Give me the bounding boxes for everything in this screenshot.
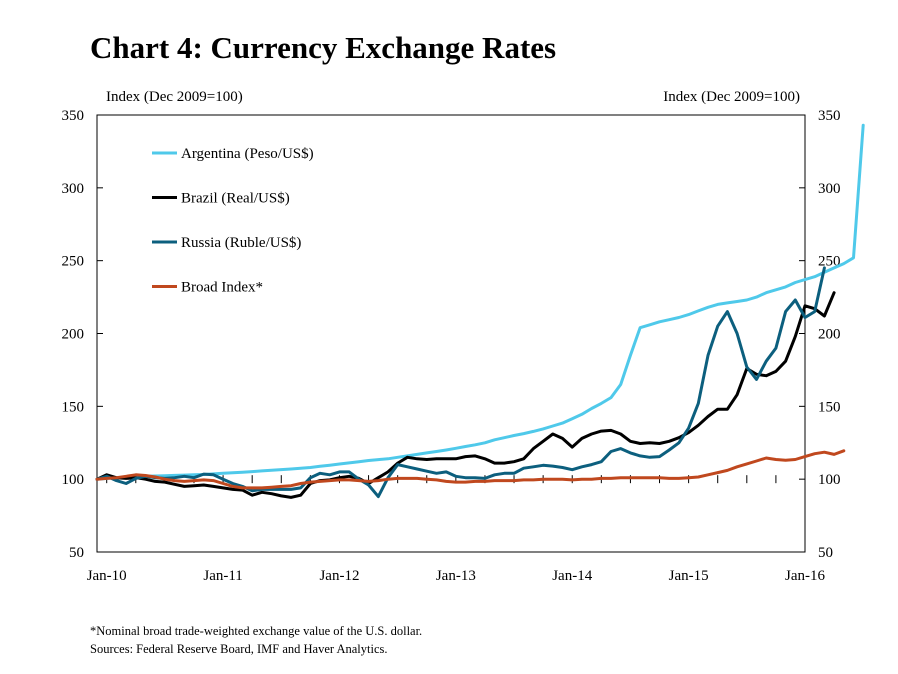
left-axis-unit-label: Index (Dec 2009=100) (106, 89, 243, 105)
x-tick-label: Jan-10 (87, 568, 127, 584)
x-tick-label: Jan-16 (785, 568, 825, 584)
chart-title: Chart 4: Currency Exchange Rates (90, 30, 557, 65)
y-tick-label-left: 100 (62, 472, 85, 488)
sources-note: Sources: Federal Reserve Board, IMF and … (90, 642, 388, 656)
y-tick-label-left: 50 (69, 545, 84, 561)
y-tick-label-right: 200 (818, 327, 841, 343)
legend-label-0: Argentina (Peso/US$) (181, 146, 314, 162)
y-tick-label-right: 100 (818, 472, 841, 488)
y-tick-label-right: 150 (818, 399, 841, 415)
y-tick-label-left: 200 (62, 327, 85, 343)
y-tick-label-left: 300 (62, 181, 85, 197)
y-tick-label-right: 300 (818, 181, 841, 197)
series-line-0 (95, 123, 865, 481)
series-line-2 (95, 266, 826, 499)
y-tick-label-left: 350 (62, 108, 85, 124)
right-axis-unit-label: Index (Dec 2009=100) (663, 89, 800, 105)
y-tick-label-left: 150 (62, 399, 85, 415)
x-tick-label: Jan-11 (203, 568, 242, 584)
series-line-3 (95, 449, 846, 490)
series-line-1 (95, 291, 836, 499)
footnote: *Nominal broad trade-weighted exchange v… (90, 624, 423, 638)
y-tick-label-right: 250 (818, 254, 841, 270)
y-tick-label-left: 250 (62, 254, 85, 270)
x-tick-label: Jan-14 (552, 568, 592, 584)
y-tick-label-right: 50 (818, 545, 833, 561)
legend-label-2: Russia (Ruble/US$) (181, 235, 301, 251)
y-tick-label-right: 350 (818, 108, 841, 124)
x-tick-label: Jan-15 (669, 568, 709, 584)
legend-label-3: Broad Index* (181, 280, 263, 296)
legend-label-1: Brazil (Real/US$) (181, 191, 290, 207)
x-tick-label: Jan-13 (436, 568, 476, 584)
x-tick-label: Jan-12 (319, 568, 359, 584)
chart-notes: *Nominal broad trade-weighted exchange v… (90, 622, 422, 658)
